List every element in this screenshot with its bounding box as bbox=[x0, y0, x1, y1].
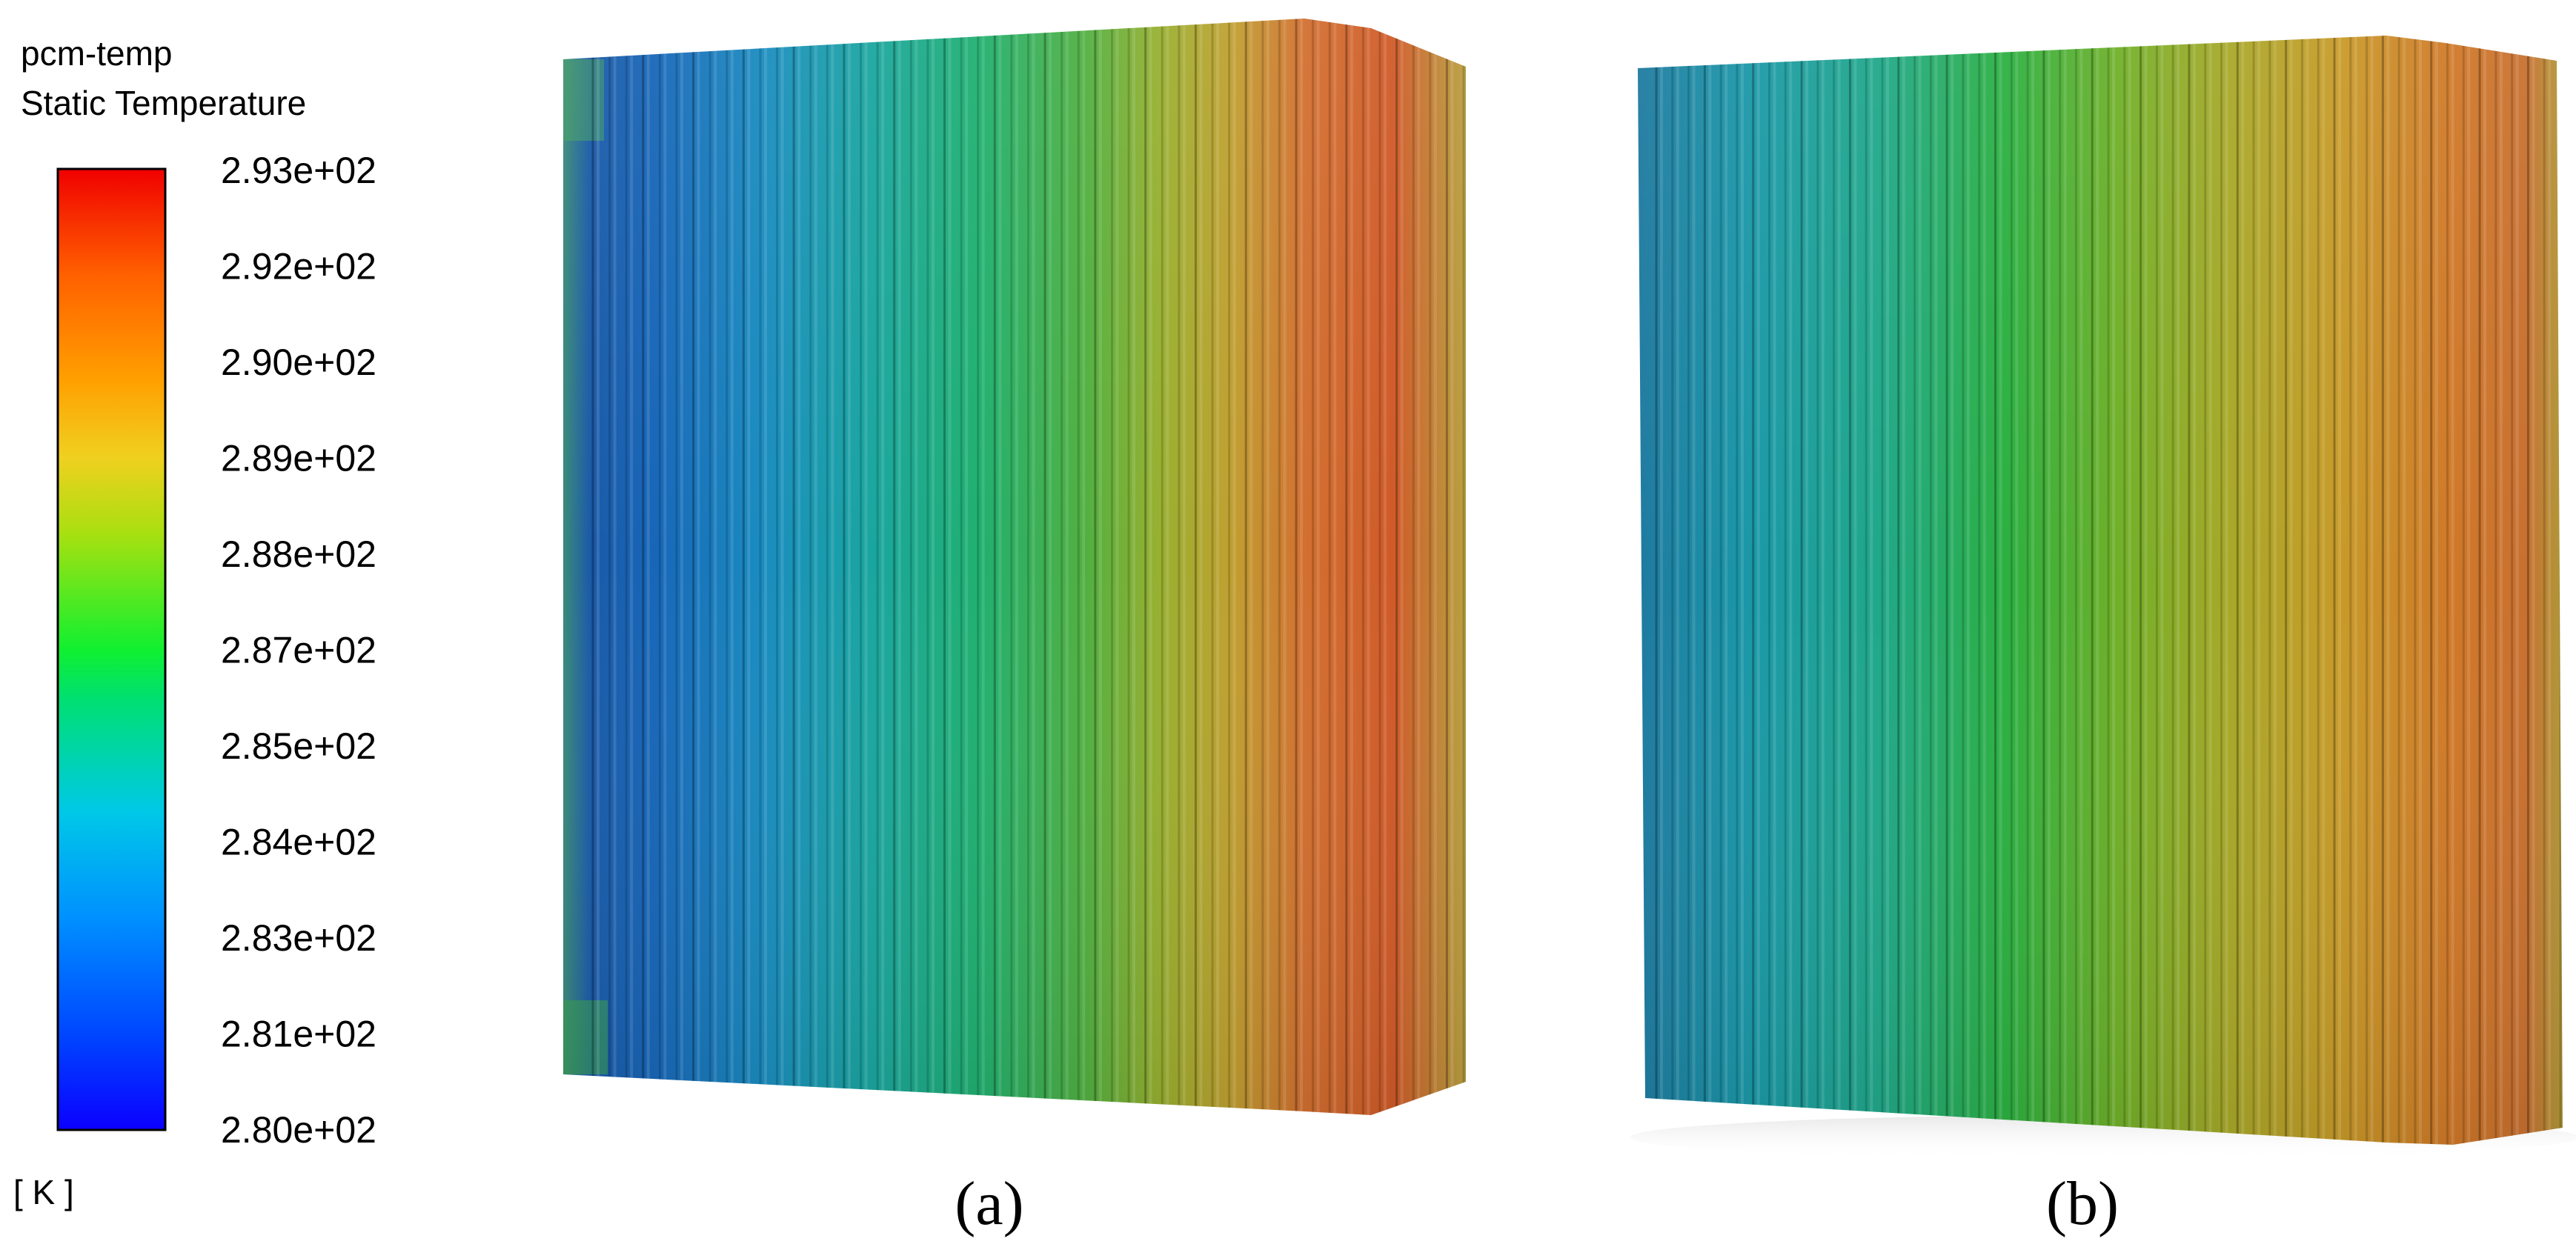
panel-b-fin-lines bbox=[1655, 36, 2562, 1145]
legend-tick-label: 2.90e+02 bbox=[221, 342, 376, 383]
color-legend: pcm-temp Static Temperature 2.93e+02 2.92… bbox=[13, 34, 376, 1211]
legend-tick-label: 2.88e+02 bbox=[221, 533, 376, 575]
panel-a-label: (a) bbox=[955, 1169, 1023, 1238]
legend-title-line2: Static Temperature bbox=[21, 84, 306, 122]
legend-tick-label: 2.85e+02 bbox=[221, 725, 376, 767]
legend-tick-labels: 2.93e+02 2.92e+02 2.90e+02 2.89e+02 2.88e+02… bbox=[221, 150, 376, 1151]
legend-tick-label: 2.83e+02 bbox=[221, 917, 376, 959]
legend-tick-label: 2.92e+02 bbox=[221, 246, 376, 287]
panel-b-label: (b) bbox=[2046, 1169, 2119, 1238]
legend-tick-label: 2.81e+02 bbox=[221, 1014, 376, 1055]
panel-a: (a) bbox=[563, 19, 1466, 1238]
panel-b: (b) bbox=[1630, 36, 2576, 1238]
legend-title-line1: pcm-temp bbox=[21, 34, 172, 73]
legend-unit: [ K ] bbox=[13, 1173, 74, 1211]
legend-tick-label: 2.80e+02 bbox=[221, 1109, 376, 1151]
panel-a-fin-lines bbox=[591, 19, 1465, 1115]
legend-tick-label: 2.89e+02 bbox=[221, 438, 376, 479]
legend-tick-label: 2.93e+02 bbox=[221, 150, 376, 191]
legend-color-bar bbox=[56, 167, 167, 1131]
legend-tick-label: 2.87e+02 bbox=[221, 630, 376, 671]
legend-tick-label: 2.84e+02 bbox=[221, 822, 376, 863]
